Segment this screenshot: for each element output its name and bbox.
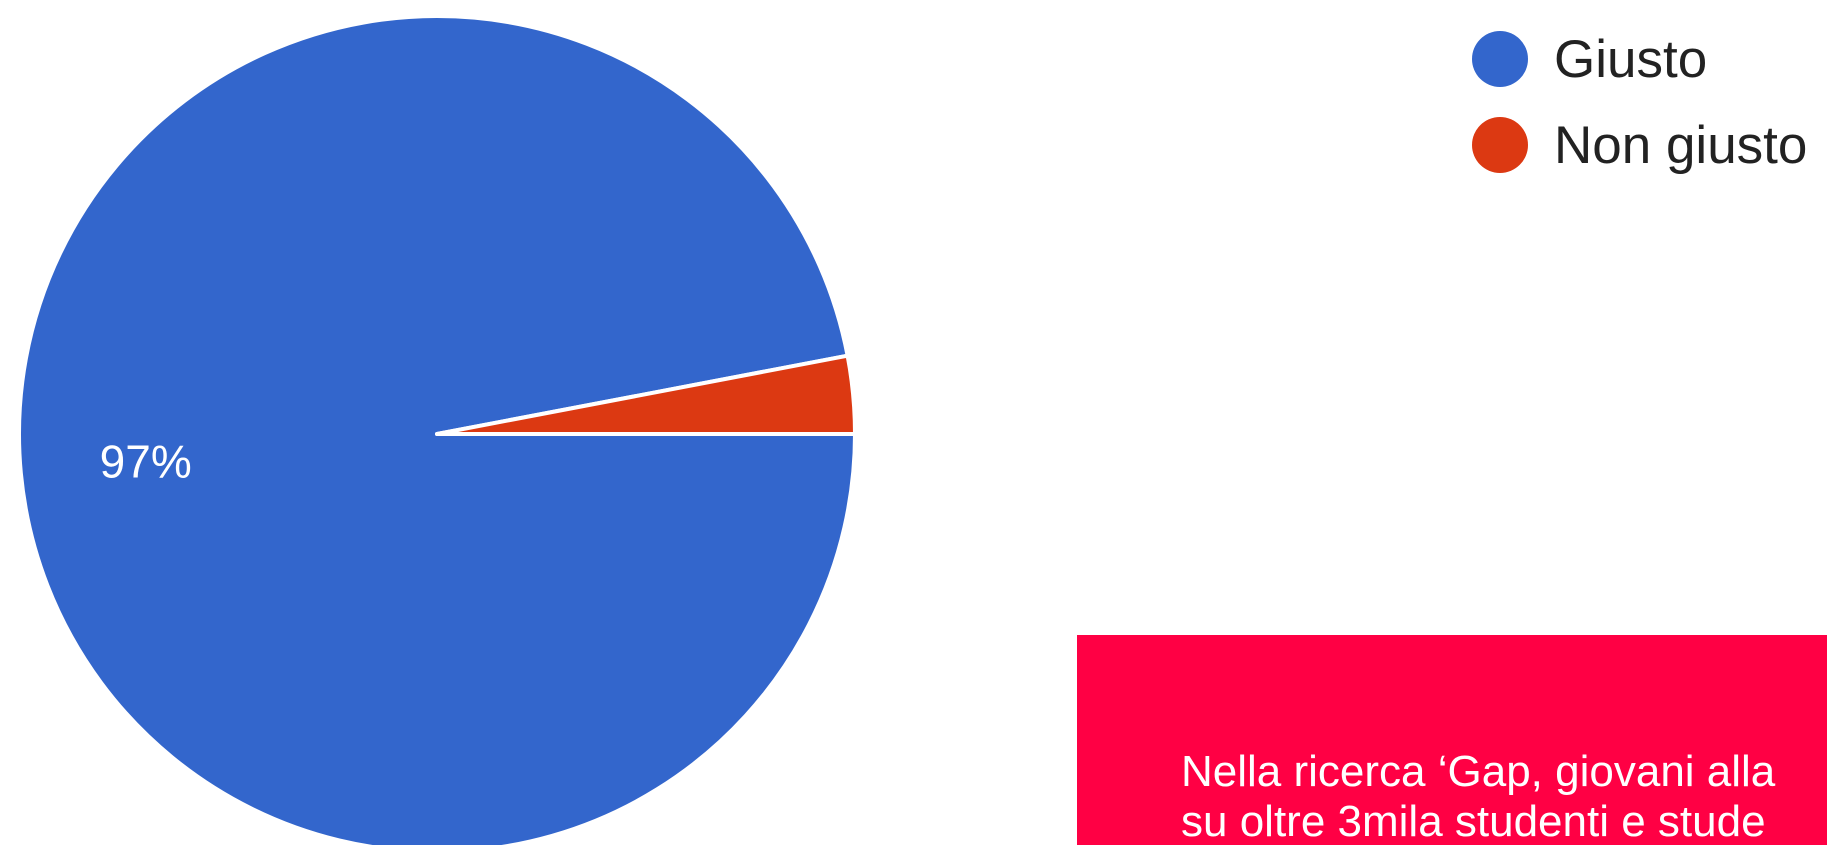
note-text: Nella ricerca ‘Gap, giovani alla su oltr…	[1181, 747, 1827, 845]
pie-slice-label-giusto: 97%	[100, 436, 192, 488]
legend-label-giusto: Giusto	[1554, 29, 1708, 89]
legend-item-giusto[interactable]: Giusto	[1472, 16, 1807, 102]
pie-slices	[17, 14, 857, 845]
note-line-1: Nella ricerca ‘Gap, giovani alla	[1181, 747, 1776, 796]
pie-slice-giusto[interactable]	[17, 14, 857, 845]
legend: Giusto Non giusto	[1472, 16, 1807, 188]
legend-item-non-giusto[interactable]: Non giusto	[1472, 102, 1807, 188]
legend-swatch-giusto	[1472, 31, 1528, 87]
legend-swatch-non-giusto	[1472, 117, 1528, 173]
pie-chart: 97%	[17, 14, 857, 845]
pie-slice-labels: 97%	[100, 436, 192, 488]
pie-slice-non-giusto[interactable]	[435, 353, 857, 436]
note-banner: Nella ricerca ‘Gap, giovani alla su oltr…	[1077, 635, 1827, 845]
note-line-2: su oltre 3mila studenti e stude	[1181, 797, 1766, 845]
legend-label-non-giusto: Non giusto	[1554, 115, 1808, 175]
